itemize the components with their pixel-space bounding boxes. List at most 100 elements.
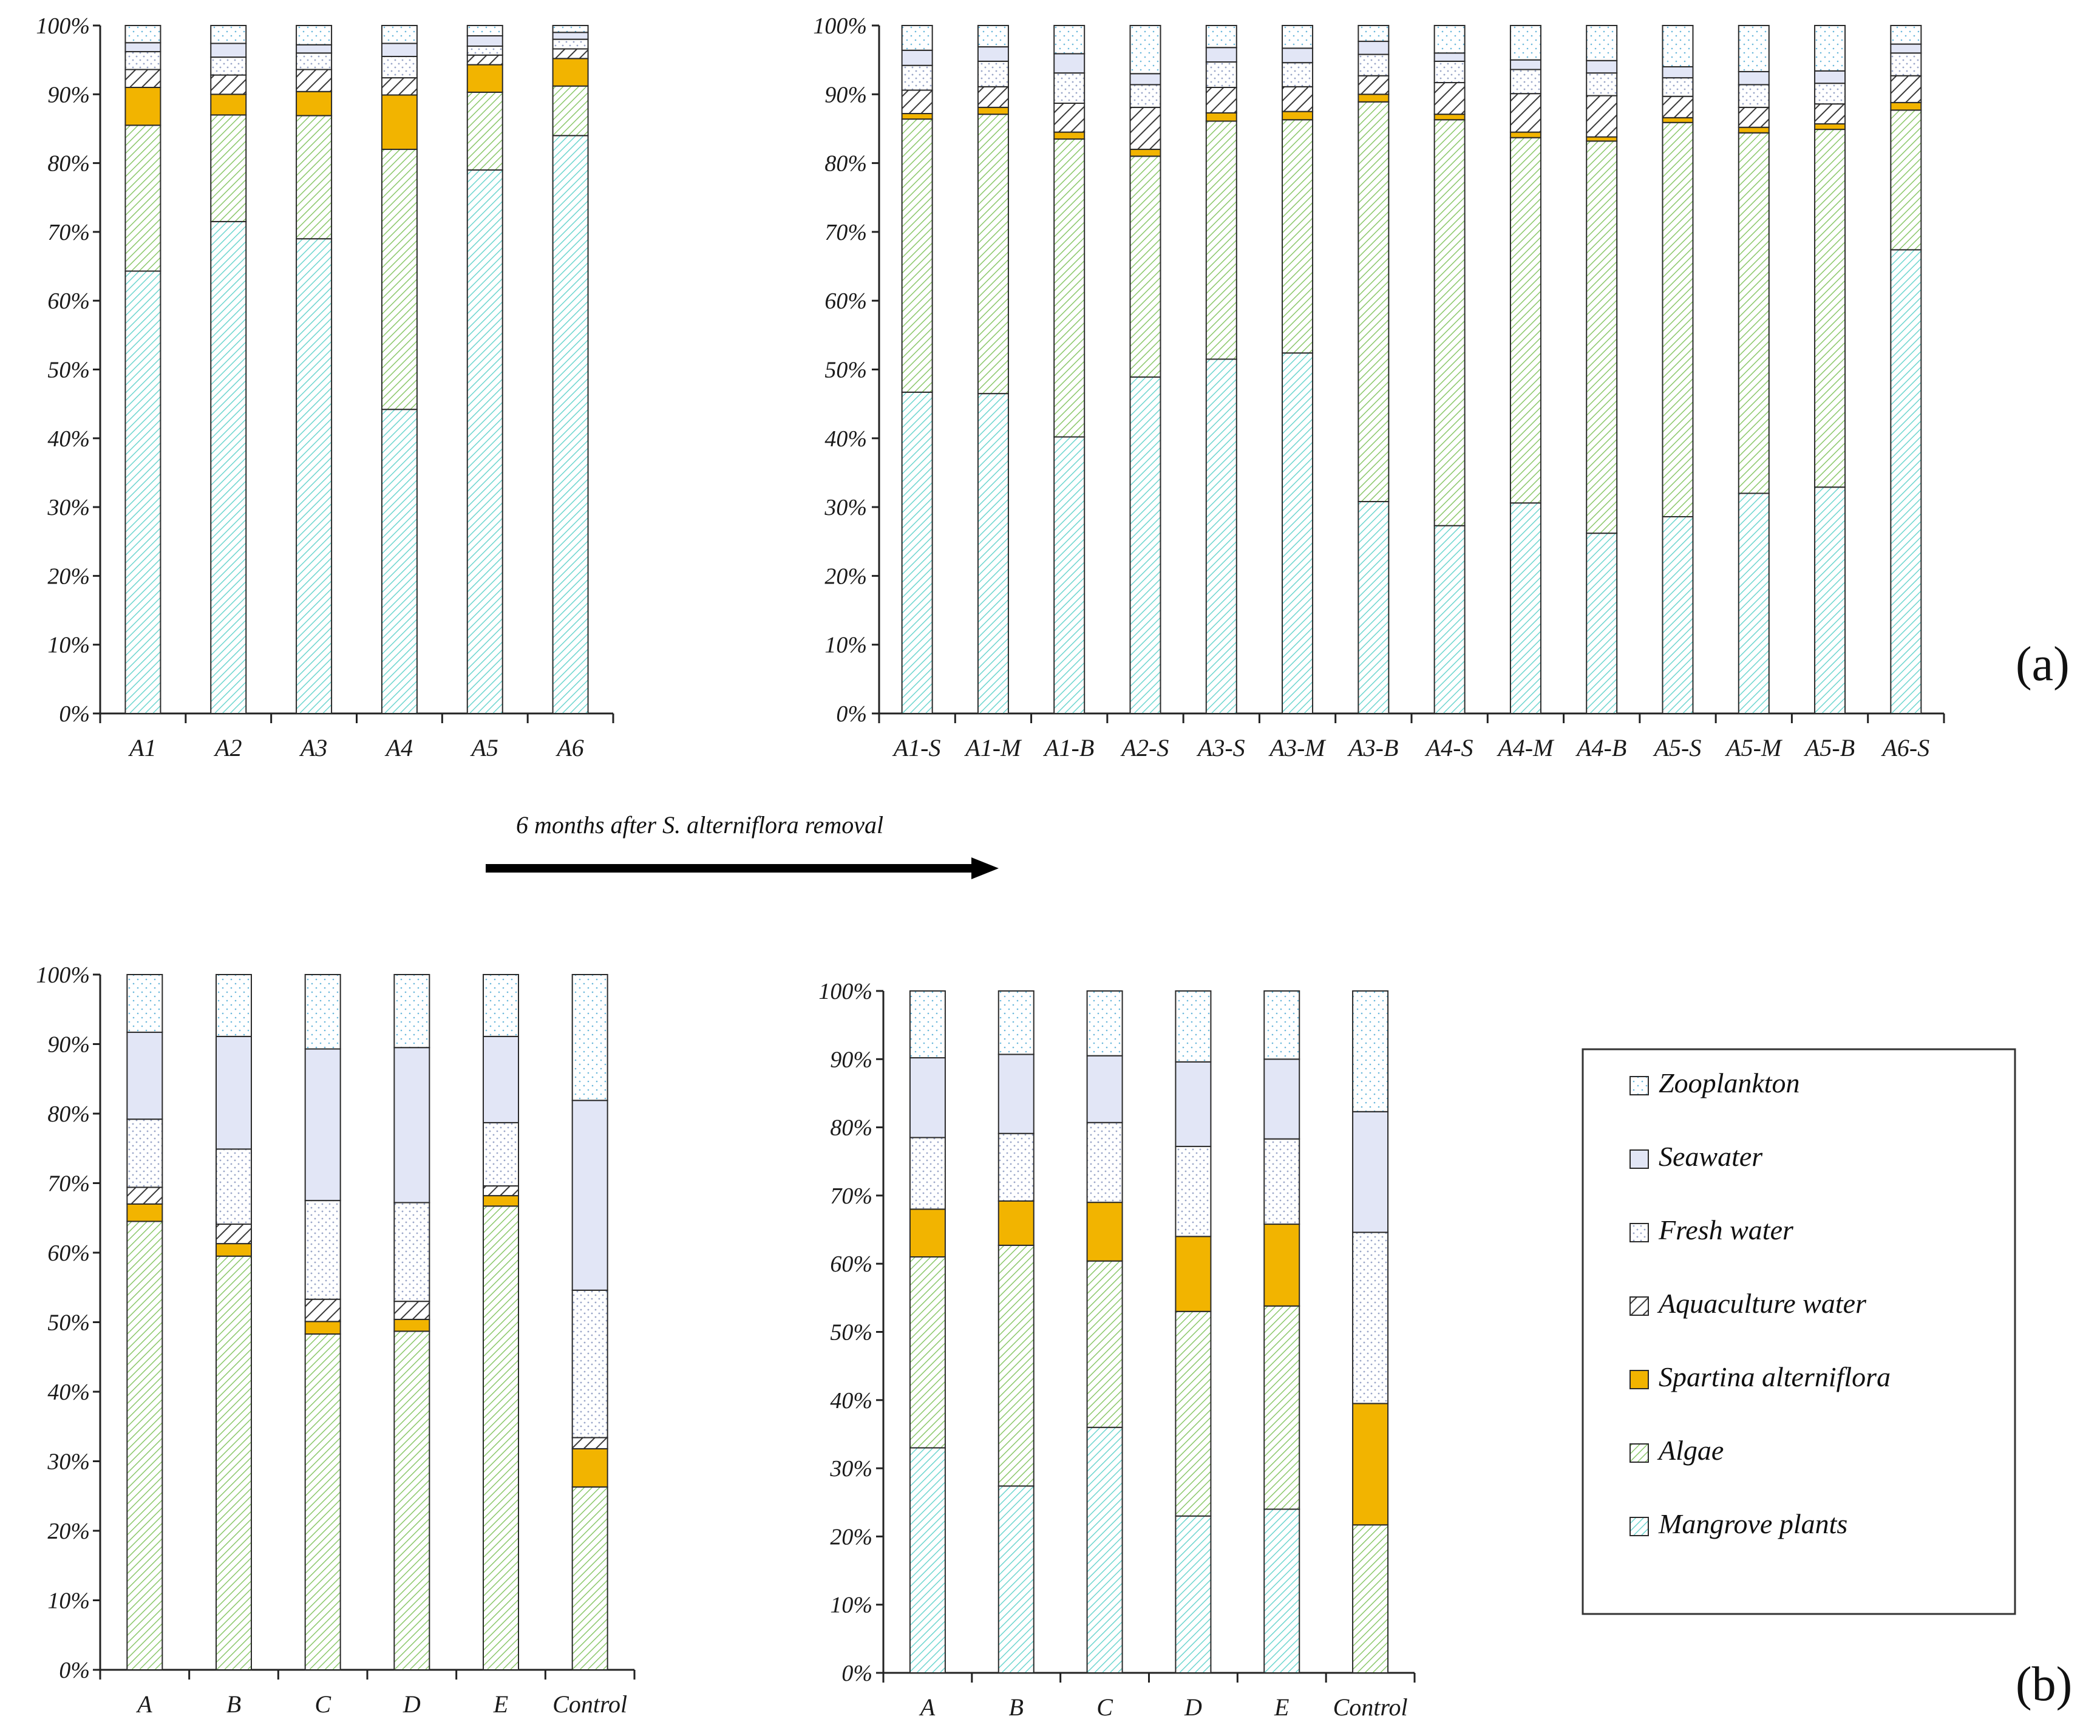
bar-segment-fresh: [977, 60, 1009, 87]
bar-segment-aqua: [483, 1185, 519, 1197]
bar-segment-aqua: [1358, 75, 1390, 95]
bar-segment-fresh: [393, 1202, 430, 1302]
legend-swatch-aqua: [1629, 1296, 1649, 1316]
y-tick-label: 100%: [36, 13, 90, 39]
x-category-label: D: [403, 1690, 421, 1718]
bar-segment-zoo: [1890, 25, 1922, 45]
bar-segment-algae: [1814, 129, 1846, 488]
bar-segment-zoo: [1263, 990, 1300, 1060]
bar-segment-spart: [216, 1243, 252, 1257]
bar-segment-zoo: [296, 25, 333, 46]
bar-segment-sea: [1586, 60, 1618, 74]
x-category-label: D: [1184, 1693, 1202, 1721]
bar-segment-zoo: [1814, 25, 1846, 72]
bar-segment-mang: [1509, 502, 1541, 714]
bar-segment-mang: [1205, 358, 1237, 714]
bar-segment-zoo: [909, 990, 946, 1059]
bar-segment-fresh: [571, 1289, 608, 1438]
x-category-label: A3-B: [1347, 734, 1398, 761]
bar-segment-spart: [1352, 1403, 1389, 1526]
bar-segment-spart: [1175, 1236, 1212, 1312]
chart-a-right: 0% 10% 20% 30% 40% 50% 60% 70% 80% 90% 100% A1-S A1-…: [813, 13, 1945, 761]
y-tick-label: 20%: [47, 563, 90, 589]
y-tick-label: 60%: [47, 288, 90, 314]
bar-segment-fresh: [1282, 62, 1314, 87]
bar-segment-sea: [126, 1032, 163, 1120]
y-tick-label: 90%: [47, 82, 90, 107]
bar-segment-spart: [483, 1195, 519, 1207]
bar-segment-fresh: [1433, 60, 1466, 84]
bar-segment-fresh: [552, 38, 589, 50]
bar-segment-aqua: [124, 69, 161, 88]
bar-segment-algae: [1662, 121, 1694, 517]
legend-swatch-mang: [1629, 1517, 1649, 1536]
bar-segment-fresh: [381, 55, 418, 79]
bar-segment-zoo: [210, 25, 247, 44]
legend-label-spart: Spartina alterniflora: [1659, 1361, 1891, 1392]
bar-segment-sea: [1263, 1058, 1300, 1140]
legend-swatch-fresh: [1629, 1223, 1649, 1242]
x-category-label: A4: [384, 734, 413, 761]
x-category-label: C: [314, 1690, 331, 1718]
bar-segment-algae: [1352, 1524, 1389, 1674]
legend-label-zoo: Zooplankton: [1659, 1067, 1800, 1098]
bar-segment-fresh: [1890, 52, 1922, 77]
bar-segment-algae: [552, 85, 589, 137]
bar-segment-algae: [1086, 1260, 1123, 1428]
y-tick-label: 80%: [824, 151, 867, 177]
x-category-label: A3: [299, 734, 327, 761]
bar-segment-mang: [997, 1485, 1035, 1674]
bar-segment-zoo: [571, 974, 608, 1101]
bar-segment-aqua: [466, 54, 503, 66]
bar-segment-zoo: [124, 25, 161, 44]
bar-segment-spart: [1586, 136, 1618, 142]
x-category-label: A6: [555, 734, 583, 761]
y-tick-label: 40%: [47, 1380, 90, 1405]
bar-segment-mang: [977, 393, 1009, 714]
bar-segment-algae: [393, 1330, 430, 1670]
x-category-label: Control: [552, 1690, 627, 1718]
bar-segment-mang: [1129, 376, 1161, 714]
y-tick-label: 0%: [59, 701, 90, 727]
bar-segment-aqua: [393, 1301, 430, 1320]
y-tick-label: 90%: [830, 1047, 872, 1072]
y-tick-label: 80%: [47, 151, 90, 177]
bar-segment-fresh: [210, 56, 247, 76]
y-tick-label: 50%: [47, 358, 90, 383]
bar-segment-sea: [381, 43, 418, 57]
bar-segment-algae: [1175, 1310, 1212, 1517]
x-category-label: A2-S: [1120, 734, 1169, 761]
legend-label-aqua: Aquaculture water: [1657, 1288, 1867, 1319]
bar-segment-fresh: [216, 1148, 252, 1225]
y-tick-label: 80%: [47, 1101, 90, 1127]
x-category-label: B: [226, 1690, 241, 1718]
y-tick-label: 10%: [830, 1593, 872, 1618]
bar-segment-fresh: [1205, 61, 1237, 88]
y-tick-label: 60%: [830, 1251, 872, 1277]
bar-segment-spart: [1509, 131, 1541, 138]
legend-label-mang: Mangrove plants: [1658, 1508, 1847, 1539]
bar-segment-sea: [1205, 47, 1237, 63]
bar-segment-zoo: [1358, 25, 1390, 43]
x-category-label: B: [1009, 1693, 1024, 1721]
bar-segment-spart: [1263, 1224, 1300, 1307]
y-tick-label: 80%: [830, 1115, 872, 1141]
bar-segment-sea: [216, 1035, 252, 1150]
bar-segment-zoo: [1662, 25, 1694, 67]
bar-segment-zoo: [466, 25, 503, 36]
bar-segment-algae: [1282, 119, 1314, 354]
bar-segment-algae: [124, 124, 161, 272]
bar-segment-zoo: [1129, 25, 1161, 75]
y-tick-label: 0%: [836, 701, 867, 727]
bar-segment-aqua: [1282, 86, 1314, 112]
bar-segment-sea: [1352, 1111, 1389, 1233]
bar-segment-spart: [381, 94, 418, 150]
bar-segment-algae: [1586, 140, 1618, 534]
y-tick-label: 20%: [47, 1519, 90, 1544]
bar-segment-algae: [1358, 101, 1390, 503]
bar-segment-sea: [1890, 43, 1922, 54]
legend-swatch-algae: [1629, 1443, 1649, 1463]
bar-segment-fresh: [1586, 72, 1618, 97]
bar-segment-algae: [1205, 120, 1237, 360]
bar-segment-aqua: [1738, 106, 1770, 128]
